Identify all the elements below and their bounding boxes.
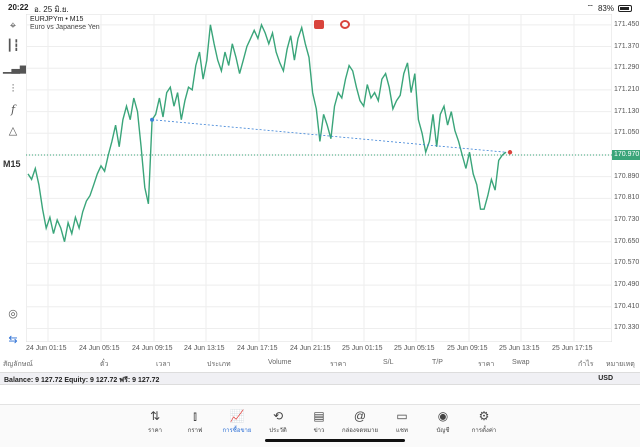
crosshair-icon[interactable]: ⌖ — [9, 20, 17, 32]
settings-icon: ⚙ — [478, 409, 490, 423]
tab-label: การตั้งค่า — [471, 428, 497, 434]
time-axis-label: 25 Jun 13:15 — [499, 345, 540, 352]
news-icon: ▤ — [313, 409, 325, 423]
trade-icon: 📈 — [229, 409, 245, 423]
history-icon: ⟲ — [272, 409, 284, 423]
time-axis-label: 25 Jun 09:15 — [447, 345, 488, 352]
price-axis-label: 171.130 — [614, 107, 640, 115]
tab-news[interactable]: ▤ ข่าว — [299, 409, 339, 435]
table-column-header[interactable]: สัญลักษณ์ — [3, 361, 33, 368]
time-axis-label: 24 Jun 09:15 — [132, 345, 173, 352]
price-axis-label: 170.490 — [614, 281, 640, 289]
price-axis-label: 170.410 — [614, 302, 640, 310]
price-line — [27, 22, 507, 242]
table-column-header[interactable]: T/P — [432, 359, 443, 366]
tab-chart[interactable]: ⫾ กราฟ — [175, 409, 215, 435]
mailbox-icon: @ — [353, 409, 367, 423]
home-indicator — [265, 439, 405, 442]
tab-label: บัญชี — [436, 428, 450, 434]
balance-row: Balance: 9 127.72 Equity: 9 127.72 ฟรี: … — [0, 372, 640, 385]
tab-trade[interactable]: 📈 การซื้อขาย — [217, 409, 257, 435]
table-column-header[interactable]: กำไร — [578, 361, 594, 368]
table-column-header[interactable]: ตั๋ว — [100, 361, 109, 368]
status-right: ⌔ 83% — [586, 3, 632, 13]
battery-percent: 83% — [597, 3, 614, 13]
depth-icon[interactable] — [340, 20, 350, 29]
time-axis-label: 24 Jun 01:15 — [26, 345, 67, 352]
price-axis-label: 170.810 — [614, 194, 640, 202]
time-axis-label: 25 Jun 05:15 — [394, 345, 435, 352]
time-axis-label: 24 Jun 13:15 — [184, 345, 225, 352]
chart-toolbar: ⌖ ┃┇ ▁▃▅ ⫶ f △ M15 ◎ ⇆ — [0, 14, 29, 350]
status-bar: 20:22 อ. 25 มิ.ย. ⌔ 83% — [0, 0, 640, 14]
price-chart[interactable] — [26, 14, 612, 342]
tab-quotes[interactable]: ⇅ ราคา — [135, 409, 175, 435]
tab-history[interactable]: ⟲ ประวัติ — [258, 409, 298, 435]
table-column-header[interactable]: ราคา — [330, 361, 347, 368]
chat-icon: ▭ — [396, 409, 408, 423]
tab-chat[interactable]: ▭ แชท — [382, 409, 422, 435]
time-axis-label: 25 Jun 01:15 — [342, 345, 383, 352]
trendline[interactable] — [152, 119, 507, 153]
battery-icon — [618, 4, 632, 12]
indicators-icon[interactable]: ⫶ — [11, 83, 15, 95]
symbol-title: EURJPYm • M15 — [30, 16, 84, 23]
quotes-icon: ⇅ — [149, 409, 161, 423]
price-axis-label: 170.570 — [614, 259, 640, 267]
price-axis-label: 171.370 — [614, 42, 640, 50]
buy-sell-icon[interactable] — [314, 20, 324, 29]
table-column-header[interactable]: Swap — [512, 359, 530, 366]
price-axis-label: 171.450 — [614, 20, 640, 28]
table-column-header[interactable]: หมายเหตุ — [606, 361, 635, 368]
candlestick-icon[interactable]: ┃┇ — [6, 40, 20, 52]
symbol-description: Euro vs Japanese Yen — [30, 24, 100, 31]
tab-label: ประวัติ — [269, 428, 287, 434]
price-axis-label: 170.650 — [614, 237, 640, 245]
wifi-icon: ⌔ — [586, 3, 594, 12]
account-currency: USD — [598, 375, 613, 382]
status-time: 20:22 — [8, 3, 29, 12]
analytics-icon[interactable]: ◎ — [8, 308, 18, 320]
time-axis-label: 25 Jun 17:15 — [552, 345, 593, 352]
status-date: อ. 25 มิ.ย. — [34, 5, 69, 14]
table-column-header[interactable]: ราคา — [478, 361, 495, 368]
last-price-marker — [507, 150, 513, 155]
time-axis-label: 24 Jun 21:15 — [290, 345, 331, 352]
time-axis-label: 24 Jun 17:15 — [237, 345, 278, 352]
table-column-header[interactable]: เวลา — [156, 361, 171, 368]
bar-chart-icon[interactable]: ▁▃▅ — [3, 62, 29, 74]
tab-account[interactable]: ◉ บัญชี — [423, 409, 463, 435]
account-icon: ◉ — [437, 409, 449, 423]
table-column-header[interactable]: ประเภท — [207, 361, 231, 368]
trendline-handle[interactable] — [150, 117, 155, 122]
tab-label: กราฟ — [187, 428, 203, 434]
price-axis-label: 171.050 — [614, 129, 640, 137]
price-axis-label: 170.890 — [614, 172, 640, 180]
current-price-tag: 170.970 — [612, 149, 640, 160]
balance-text: Balance: 9 127.72 Equity: 9 127.72 ฟรี: … — [4, 377, 160, 384]
timeframe-button[interactable]: M15 — [3, 159, 21, 169]
price-axis-label: 170.330 — [614, 324, 640, 332]
function-icon[interactable]: f — [10, 103, 16, 116]
tab-mailbox[interactable]: @ กล่องจดหมาย — [340, 409, 380, 435]
objects-icon[interactable]: △ — [8, 125, 18, 137]
tab-label: ข่าว — [313, 428, 325, 434]
tab-label: การซื้อขาย — [222, 428, 252, 434]
table-column-header[interactable]: Volume — [268, 359, 292, 366]
tab-label: กล่องจดหมาย — [341, 428, 379, 434]
price-axis-label: 171.290 — [614, 64, 640, 72]
price-axis-label: 171.210 — [614, 85, 640, 93]
one-click-trading-icon[interactable]: ⇆ — [8, 334, 18, 346]
price-axis-label: 170.730 — [614, 216, 640, 224]
tab-label: ราคา — [148, 428, 162, 434]
time-axis: 24 Jun 01:15 24 Jun 05:15 24 Jun 09:15 24 J… — [26, 345, 612, 355]
table-column-header[interactable]: S/L — [383, 359, 394, 366]
chart-icon: ⫾ — [193, 409, 197, 423]
time-axis-label: 24 Jun 05:15 — [79, 345, 120, 352]
trade-table-header: สัญลักษณ์ ตั๋ว เวลา ประเภท Volume ราคา S/L T/P ร… — [0, 357, 640, 369]
price-axis: 171.450 171.370 171.290 171.210 171.130 171.0… — [612, 14, 640, 342]
tab-settings[interactable]: ⚙ การตั้งค่า — [464, 409, 504, 435]
tab-label: แชท — [396, 428, 408, 434]
